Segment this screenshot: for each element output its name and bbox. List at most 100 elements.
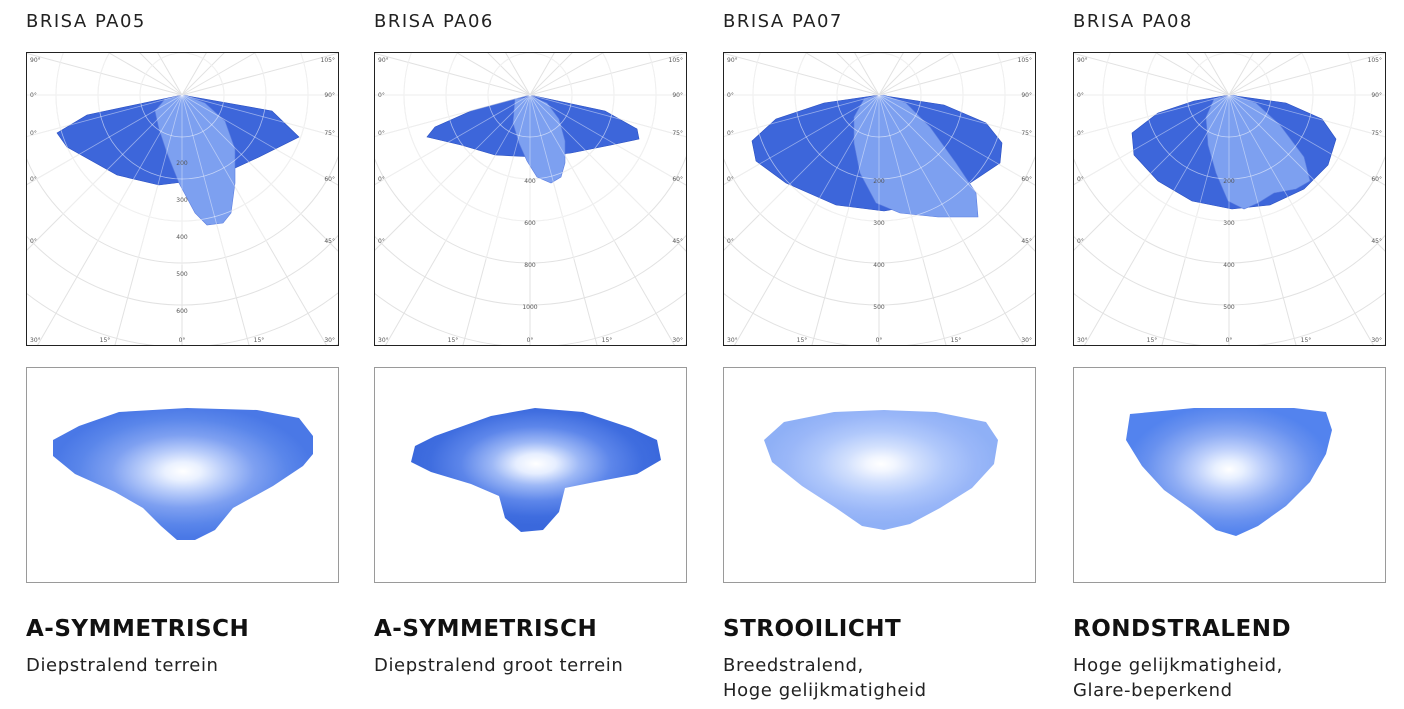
description-line: Diepstralend terrein bbox=[26, 655, 219, 676]
angle-tick-label: 0° bbox=[1077, 92, 1084, 99]
product-column-pa08: BRISA PA08 90° 105° 90° 75° 60° 45° 0° 0° 0° 0° 30… bbox=[1073, 0, 1388, 709]
isolux-diagram bbox=[1073, 367, 1386, 583]
angle-tick-label: 0° bbox=[727, 92, 734, 99]
product-column-pa05: BRISA PA05 90° 105° 90° 75° 60° 45° 0° 0° 0° 0° 30… bbox=[26, 0, 341, 709]
distribution-type-title: RONDSTRALEND bbox=[1073, 616, 1292, 642]
angle-tick-label: 0° bbox=[378, 238, 385, 245]
angle-tick-label: 0° bbox=[1077, 130, 1084, 137]
angle-tick-label: 30° bbox=[1021, 337, 1032, 344]
angle-tick-label: 60° bbox=[672, 176, 683, 183]
angle-tick-label: 0° bbox=[30, 130, 37, 137]
corner-angle-label: 105° bbox=[1018, 57, 1032, 64]
angle-tick-label: 60° bbox=[1021, 176, 1032, 183]
distribution-description: Hoge gelijkmatigheid, Glare-beperkend bbox=[1073, 653, 1283, 703]
polar-labels: 90° 105° 90° 75° 60° 45° 0° 0° 0° 0° 30° 15° 0° 15° 30… bbox=[30, 57, 335, 344]
angle-tick-label: 0° bbox=[1226, 337, 1233, 344]
angle-tick-label: 30° bbox=[378, 337, 389, 344]
angle-tick-label: 0° bbox=[527, 337, 534, 344]
angle-tick-label: 0° bbox=[1077, 238, 1084, 245]
angle-tick-label: 60° bbox=[324, 176, 335, 183]
angle-tick-label: 0° bbox=[378, 176, 385, 183]
radial-value-label: 200 bbox=[176, 160, 188, 167]
angle-tick-label: 45° bbox=[1021, 238, 1032, 245]
light-beam-lobe bbox=[154, 94, 236, 226]
angle-tick-label: 75° bbox=[324, 130, 335, 137]
corner-angle-label: 105° bbox=[321, 57, 335, 64]
isolux-svg bbox=[411, 408, 661, 532]
polar-diagram-svg: 90° 105° 90° 75° 60° 45° 0° 0° 0° 0° 30° 15° 0° 15° 30… bbox=[27, 53, 338, 345]
isolux-contour bbox=[1126, 408, 1332, 536]
distribution-type-title: STROOILICHT bbox=[723, 616, 902, 642]
angle-tick-label: 0° bbox=[1077, 176, 1084, 183]
beam-grid-overlay bbox=[375, 53, 686, 265]
angle-tick-label: 75° bbox=[1021, 130, 1032, 137]
isolux-contour bbox=[411, 408, 661, 532]
isolux-diagram bbox=[26, 367, 339, 583]
polar-diagram-svg: 90° 105° 90° 75° 60° 45° 0° 0° 0° 0° 30° 15° 0° 15° 30… bbox=[724, 53, 1035, 345]
angle-tick-label: 30° bbox=[1371, 337, 1382, 344]
radial-value-label: 600 bbox=[176, 308, 188, 315]
corner-angle-label: 90° bbox=[727, 57, 738, 64]
product-column-pa07: BRISA PA07 90° 105° 90° 75° 60° 45° 0° 0° 0° 0° 30… bbox=[723, 0, 1038, 709]
angle-tick-label: 15° bbox=[254, 337, 265, 344]
angle-tick-label: 75° bbox=[672, 130, 683, 137]
angle-tick-label: 0° bbox=[30, 92, 37, 99]
radial-value-label: 600 bbox=[524, 220, 536, 227]
corner-angle-label: 105° bbox=[669, 57, 683, 64]
angle-tick-label: 90° bbox=[1021, 92, 1032, 99]
isolux-contour bbox=[53, 408, 313, 540]
isolux-diagram bbox=[723, 367, 1036, 583]
distribution-type-title: A-SYMMETRISCH bbox=[374, 616, 598, 642]
light-beam-lobe bbox=[1205, 94, 1311, 210]
angle-tick-label: 15° bbox=[100, 337, 111, 344]
distribution-description: Breedstralend, Hoge gelijkmatigheid bbox=[723, 653, 927, 703]
radial-value-label: 200 bbox=[873, 178, 885, 185]
polar-labels: 90° 105° 90° 75° 60° 45° 0° 0° 0° 0° 30° 15° 0° 15° 30… bbox=[727, 57, 1032, 344]
isolux-svg bbox=[1126, 408, 1332, 536]
radial-value-label: 400 bbox=[1223, 262, 1235, 269]
angle-tick-label: 0° bbox=[378, 130, 385, 137]
polar-light-distribution-diagram: 90° 105° 90° 75° 60° 45° 0° 0° 0° 0° 30° 15° 0° 15° 30… bbox=[374, 52, 687, 346]
angle-tick-label: 15° bbox=[1301, 337, 1312, 344]
angle-tick-label: 90° bbox=[1371, 92, 1382, 99]
radial-value-label: 400 bbox=[176, 234, 188, 241]
description-line: Hoge gelijkmatigheid bbox=[723, 680, 927, 701]
distribution-description: Diepstralend groot terrein bbox=[374, 653, 623, 678]
radial-value-label: 300 bbox=[1223, 220, 1235, 227]
angle-tick-label: 90° bbox=[672, 92, 683, 99]
angle-tick-label: 0° bbox=[727, 238, 734, 245]
angle-tick-label: 90° bbox=[324, 92, 335, 99]
angle-tick-label: 30° bbox=[672, 337, 683, 344]
distribution-description: Diepstralend terrein bbox=[26, 653, 219, 678]
angle-tick-label: 0° bbox=[727, 130, 734, 137]
beam-grid-overlay bbox=[1074, 53, 1385, 265]
model-name: BRISA PA07 bbox=[723, 11, 843, 32]
angle-tick-label: 0° bbox=[727, 176, 734, 183]
model-name: BRISA PA05 bbox=[26, 11, 146, 32]
angle-tick-label: 0° bbox=[30, 176, 37, 183]
isolux-svg bbox=[53, 408, 313, 540]
angle-tick-label: 30° bbox=[30, 337, 41, 344]
angle-tick-label: 0° bbox=[378, 92, 385, 99]
product-column-pa06: BRISA PA06 90° 105° 90° 75° 60° 45° 0° 0° 0° 0° 30… bbox=[374, 0, 689, 709]
radial-value-label: 300 bbox=[873, 220, 885, 227]
polar-diagram-svg: 90° 105° 90° 75° 60° 45° 0° 0° 0° 0° 30° 15° 0° 15° 30… bbox=[375, 53, 686, 345]
description-line: Hoge gelijkmatigheid, bbox=[1073, 655, 1283, 676]
polar-labels: 90° 105° 90° 75° 60° 45° 0° 0° 0° 0° 30° 15° 0° 15° 30… bbox=[1077, 57, 1382, 344]
corner-angle-label: 90° bbox=[1077, 57, 1088, 64]
angle-tick-label: 15° bbox=[951, 337, 962, 344]
model-name: BRISA PA08 bbox=[1073, 11, 1193, 32]
radial-value-label: 500 bbox=[873, 304, 885, 311]
angle-tick-label: 15° bbox=[602, 337, 613, 344]
angle-tick-label: 60° bbox=[1371, 176, 1382, 183]
angle-tick-label: 45° bbox=[324, 238, 335, 245]
angle-tick-label: 30° bbox=[324, 337, 335, 344]
angle-tick-label: 15° bbox=[797, 337, 808, 344]
radial-value-label: 800 bbox=[524, 262, 536, 269]
angle-tick-label: 30° bbox=[1077, 337, 1088, 344]
description-line: Diepstralend groot terrein bbox=[374, 655, 624, 676]
polar-labels: 90° 105° 90° 75° 60° 45° 0° 0° 0° 0° 30° 15° 0° 15° 30… bbox=[378, 57, 683, 344]
angle-tick-label: 30° bbox=[727, 337, 738, 344]
radial-value-label: 200 bbox=[1223, 178, 1235, 185]
radial-value-label: 300 bbox=[176, 197, 188, 204]
